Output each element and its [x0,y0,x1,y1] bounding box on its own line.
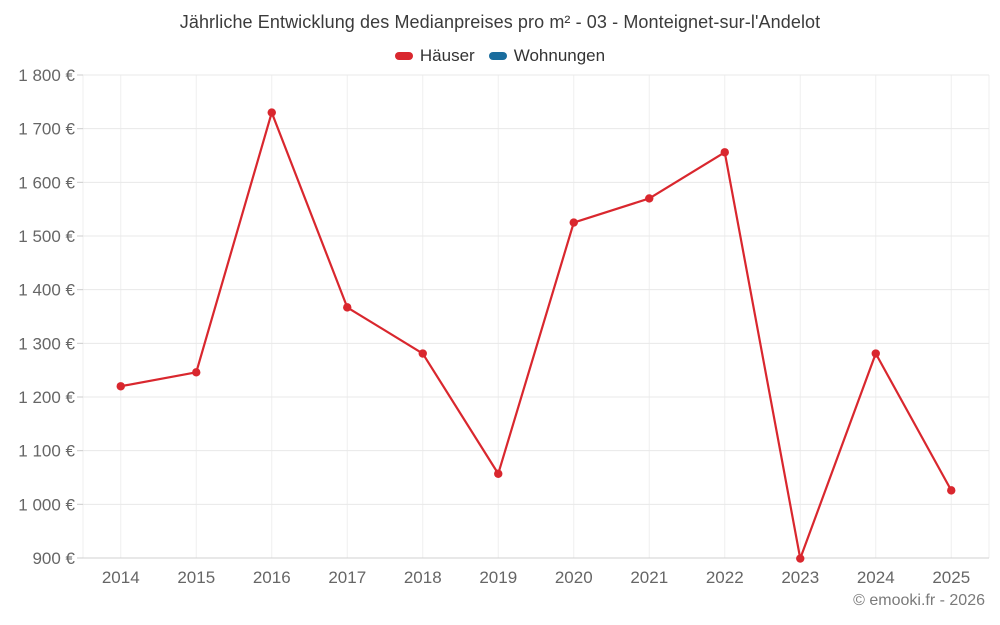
y-axis-tick-label: 1 700 € [18,120,75,139]
x-axis-tick-label: 2022 [706,568,744,587]
x-axis-tick-label: 2015 [177,568,215,587]
data-point-2020[interactable] [569,218,578,227]
data-point-2018[interactable] [418,349,427,358]
x-axis-tick-label: 2020 [555,568,593,587]
chart-title: Jährliche Entwicklung des Medianpreises … [179,12,821,32]
y-gridlines [77,74,989,559]
chart-legend: Häuser Wohnungen [0,46,1000,66]
legend-label: Wohnungen [513,46,606,65]
data-point-2022[interactable] [720,148,729,157]
data-point-2016[interactable] [267,108,276,117]
x-axis-labels: 2014 2015 2016 2017 2018 2019 2020 2021 2022 2023… [102,568,970,587]
legend-item-1[interactable]: Wohnungen [488,46,606,66]
y-axis-tick-label: 1 000 € [18,495,75,514]
data-point-2024[interactable] [871,349,880,358]
footer-credit: © emooki.fr - 2026 [853,592,985,609]
y-axis-tick-label: 1 100 € [18,442,75,461]
y-axis-tick-label: 900 € [32,549,75,568]
data-point-2015[interactable] [192,368,201,377]
series-line-0 [119,111,953,560]
legend-swatch-icon [394,52,413,60]
y-axis-tick-label: 1 400 € [18,281,75,300]
data-point-2014[interactable] [116,382,125,391]
data-point-2017[interactable] [343,303,352,312]
y-axis-tick-label: 1 200 € [18,388,75,407]
x-axis-tick-label: 2021 [630,568,668,587]
y-axis-tick-label: 1 300 € [18,334,75,353]
y-axis-tick-label: 1 600 € [18,173,75,192]
x-axis-tick-label: 2018 [404,568,442,587]
x-axis-tick-label: 2025 [932,568,970,587]
legend-label: Häuser [419,46,475,65]
x-axis-tick-label: 2019 [479,568,517,587]
legend-swatch-icon [488,52,507,60]
x-axis-tick-label: 2023 [781,568,819,587]
x-axis-tick-label: 2017 [328,568,366,587]
data-point-2025[interactable] [947,486,956,495]
data-point-2019[interactable] [494,469,503,478]
data-point-2021[interactable] [645,194,654,203]
x-axis-tick-label: 2014 [102,568,140,587]
data-point-2023[interactable] [796,554,805,563]
legend-item-0[interactable]: Häuser [394,46,475,66]
x-gridlines [82,75,990,558]
y-axis-labels: 900 € 1 000 € 1 100 € 1 200 € 1 300 € 1 400 €… [18,66,75,568]
x-axis-tick-label: 2016 [253,568,291,587]
y-axis-tick-label: 1 800 € [18,66,75,85]
x-axis-tick-label: 2024 [857,568,895,587]
series-0 [116,108,956,563]
y-axis-tick-label: 1 500 € [18,227,75,246]
